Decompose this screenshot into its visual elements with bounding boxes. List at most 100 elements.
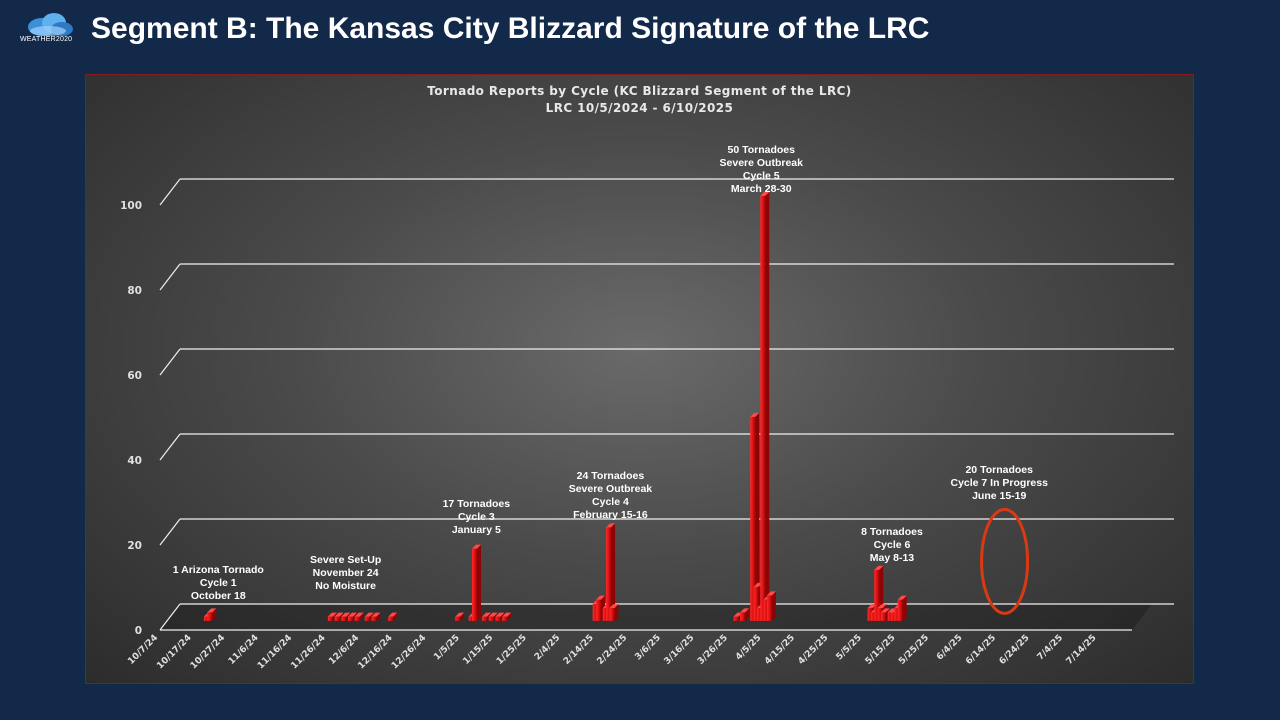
bar-front: [207, 612, 213, 621]
bar-side: [755, 412, 760, 621]
x-tick-label: 12/26/24: [390, 633, 428, 671]
bar-front: [874, 569, 880, 621]
annotation-line: February 15-16: [573, 509, 648, 521]
bar-side: [745, 608, 750, 621]
gridline-diag-60: [159, 348, 181, 376]
gridline-diag-40: [159, 433, 181, 461]
annotation-line: 8 Tornadoes: [861, 526, 923, 538]
y-tick-label: 40: [127, 455, 142, 467]
bar: [897, 595, 907, 621]
bar-side: [771, 591, 776, 621]
bar-front: [602, 608, 608, 621]
gridline-diag-0: [159, 603, 181, 631]
chart-panel: Tornado Reports by Cycle (KC Blizzard Se…: [85, 74, 1194, 684]
gridline-diag-80: [159, 263, 181, 291]
bar-front: [606, 527, 612, 621]
x-tick-label: 7/14/25: [1065, 633, 1099, 667]
annotation-line: Cycle 3: [458, 511, 495, 523]
bar-front: [753, 586, 759, 621]
annotation-line: 17 Tornadoes: [443, 498, 511, 510]
x-tick-label: 10/27/24: [189, 633, 227, 671]
bar-front: [203, 616, 209, 621]
bar-front: [327, 616, 333, 621]
bar-front: [733, 616, 739, 621]
bar-top: [740, 608, 750, 613]
bar-front: [609, 608, 615, 621]
x-tick-label: 6/4/25: [935, 633, 964, 662]
page-title: Segment B: The Kansas City Blizzard Sign…: [91, 12, 930, 45]
annotation-line: March 28-30: [731, 183, 792, 195]
bar-front: [388, 616, 394, 621]
bar: [455, 612, 465, 621]
x-tick-label: 4/25/25: [797, 633, 831, 667]
bar-front: [894, 608, 900, 621]
bar: [760, 191, 770, 621]
logo: [18, 8, 80, 46]
annotation-line: June 15-19: [972, 490, 1026, 502]
x-tick-label: 10/7/24: [126, 633, 160, 667]
bar-top: [880, 608, 890, 613]
y-tick-label: 0: [135, 625, 142, 637]
bar: [354, 612, 364, 621]
bar-front: [371, 616, 377, 621]
bar-front: [760, 195, 766, 621]
bar-top: [596, 595, 606, 600]
y-tick-label: 100: [120, 200, 142, 212]
bar-top: [760, 191, 770, 196]
bar-front: [756, 608, 762, 621]
bar-top: [472, 544, 482, 549]
annotation-line: May 8-13: [870, 552, 915, 564]
bar-front: [887, 612, 893, 621]
annotation-line: October 18: [191, 590, 246, 602]
bar-front: [455, 616, 461, 621]
bar-front: [347, 616, 353, 621]
bar-top: [364, 612, 374, 617]
bar-top: [354, 612, 364, 617]
bar-front: [364, 616, 370, 621]
bar-top: [606, 523, 616, 528]
bar-side: [614, 604, 619, 621]
bar-side: [611, 523, 616, 621]
logo-text: WEATHER2020: [20, 36, 73, 43]
bar-top: [750, 412, 760, 417]
bar-front: [870, 612, 876, 621]
x-tick-label: 1/25/25: [495, 633, 529, 667]
x-tick-label: 5/15/25: [864, 633, 898, 667]
annotation-line: Severe Outbreak: [720, 157, 804, 169]
bar-front: [334, 616, 340, 621]
x-tick-label: 11/16/24: [256, 633, 294, 671]
bar-top: [347, 612, 357, 617]
bar-top: [874, 565, 884, 570]
bar-side: [359, 612, 364, 621]
annotation-line: 20 Tornadoes: [965, 464, 1033, 476]
bar-front: [495, 616, 501, 621]
bar: [472, 544, 482, 621]
bar-top: [609, 604, 619, 609]
bar: [606, 523, 616, 621]
x-tick-label: 1/15/25: [461, 633, 495, 667]
x-tick-label: 2/4/25: [533, 633, 562, 662]
annotation-line: No Moisture: [315, 580, 376, 592]
annotation-label: 20 Tornadoes Cycle 7 In Progress June 15-1…: [950, 464, 1048, 502]
bar-front: [341, 616, 347, 621]
x-tick-label: 5/5/25: [835, 633, 864, 662]
bar: [766, 591, 776, 621]
chart-floor: [160, 604, 1152, 630]
annotation-line: Cycle 7 In Progress: [950, 477, 1048, 489]
bar-top: [388, 612, 398, 617]
annotation-line: November 24: [313, 567, 379, 579]
bar-front: [867, 608, 873, 621]
bar-front: [766, 595, 772, 621]
x-tick-label: 7/4/25: [1036, 633, 1065, 662]
bar-side: [507, 612, 512, 621]
annotation-label: 8 Tornadoes Cycle 6 May 8-13: [861, 526, 923, 564]
bar-front: [740, 612, 746, 621]
bar-top: [455, 612, 465, 617]
bar-front: [750, 416, 756, 621]
x-tick-label: 2/24/25: [595, 633, 629, 667]
bar-side: [477, 544, 482, 621]
bar-side: [460, 612, 465, 621]
annotation-line: Severe Set-Up: [310, 554, 381, 566]
x-tick-label: 5/25/25: [897, 633, 931, 667]
